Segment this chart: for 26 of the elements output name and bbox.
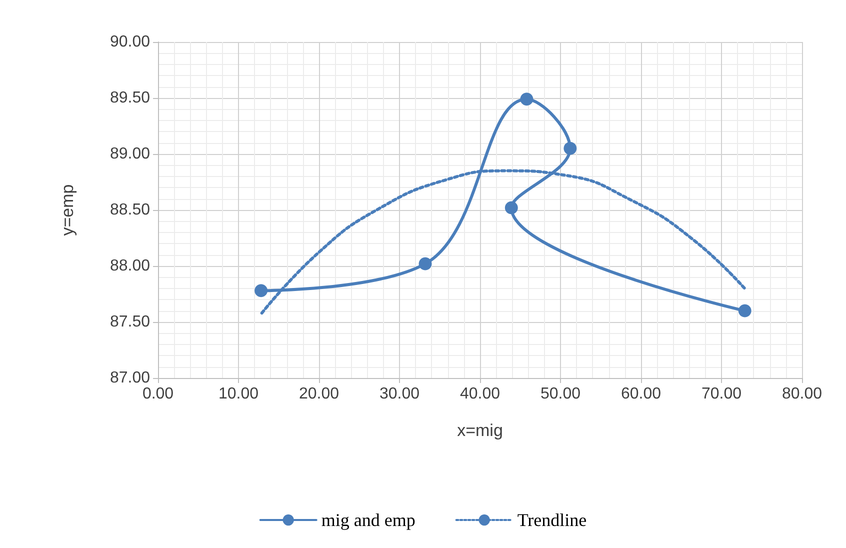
legend-label: Trendline [517, 510, 587, 530]
x-tick-label: 0.00 [142, 386, 174, 402]
x-tick-label: 60.00 [620, 386, 662, 402]
y-axis-title: y=emp [58, 184, 77, 236]
x-tick-label: 50.00 [540, 386, 581, 402]
point [254, 284, 268, 298]
x-tick-label: 30.00 [379, 386, 420, 402]
x-tick-label: 80.00 [782, 386, 822, 402]
point [520, 92, 534, 106]
point [738, 304, 752, 318]
y-tick-label: 89.00 [110, 146, 150, 162]
x-axis-title: x=mig [457, 421, 503, 440]
x-tick-label: 10.00 [218, 386, 259, 402]
y-tick-label: 90.00 [110, 34, 150, 50]
y-tick-label: 87.50 [110, 314, 150, 330]
y-tick-label: 89.50 [110, 90, 150, 106]
y-tick-label: 87.00 [110, 370, 150, 386]
point [504, 201, 518, 214]
point [564, 142, 577, 155]
y-tick-label: 88.00 [110, 258, 150, 274]
x-tick-label: 20.00 [298, 386, 340, 402]
legend-label: mig and emp [321, 510, 416, 530]
x-tick-label: 40.00 [460, 386, 500, 402]
y-tick-label: 88.50 [110, 202, 150, 218]
point [418, 257, 432, 270]
x-tick-label: 70.00 [701, 386, 742, 402]
